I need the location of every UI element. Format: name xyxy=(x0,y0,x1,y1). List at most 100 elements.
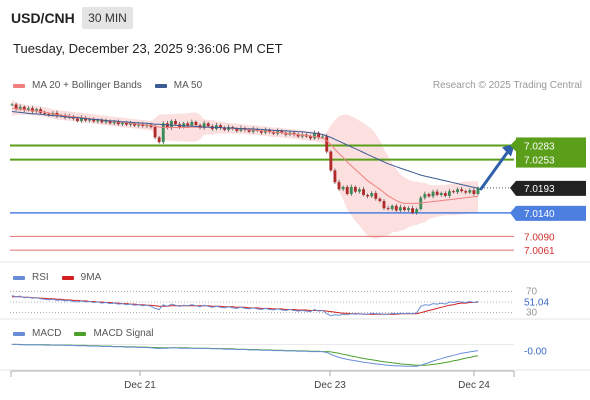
support-label-box xyxy=(516,205,586,221)
candle-body xyxy=(26,108,30,111)
x-tick-label-2: Dec 24 xyxy=(458,380,490,391)
candle-body xyxy=(427,194,431,197)
candle-body xyxy=(476,187,480,194)
interval-badge[interactable]: 30 MIN xyxy=(82,7,133,29)
candle-body xyxy=(423,194,427,198)
macd-pane: -0.00 xyxy=(10,343,547,367)
candle-body xyxy=(431,191,435,197)
candle-body xyxy=(398,207,402,211)
candle-body xyxy=(333,170,337,183)
candle-body xyxy=(468,190,472,193)
copyright-text: Research © 2025 Trading Central xyxy=(432,80,582,91)
moving-averages xyxy=(11,107,479,204)
macd-signal-line xyxy=(12,343,479,366)
candle-body xyxy=(80,117,83,121)
legend-ma50-swatch xyxy=(154,83,167,88)
legend-rsi-ma-label: 9MA xyxy=(80,272,102,283)
candle-body xyxy=(190,121,194,126)
legend-macd-signal-label: MACD Signal xyxy=(93,328,154,339)
candle-body xyxy=(378,198,382,202)
legend-macd-swatch xyxy=(13,331,25,336)
candle-body xyxy=(447,191,451,196)
legend-rsi-ma: 9MA xyxy=(61,272,102,283)
candle-body xyxy=(47,113,51,115)
candle-body xyxy=(10,104,14,106)
candle-body xyxy=(472,190,476,194)
candle-body xyxy=(325,136,329,152)
price-levels xyxy=(10,144,514,251)
legend-rsi: RSI xyxy=(13,272,49,283)
candle-body xyxy=(366,194,370,197)
candle-body xyxy=(100,119,104,123)
macd-legend: MACD MACD Signal xyxy=(13,328,166,339)
support-minor-label-0: 7.0090 xyxy=(524,232,555,243)
macd-line xyxy=(12,343,479,367)
candle-body xyxy=(329,151,333,171)
candle-body xyxy=(452,191,455,193)
candle-body xyxy=(186,123,190,126)
candle-body xyxy=(362,189,365,195)
candle-body xyxy=(206,123,210,127)
candle-body xyxy=(108,120,112,124)
candle-body xyxy=(407,208,410,211)
candle-body xyxy=(456,189,459,193)
rsi-value-label: 51.04 xyxy=(524,297,549,308)
x-axis: Dec 21 Dec 23 Dec 24 xyxy=(10,370,515,391)
legend-rsi-swatch xyxy=(13,275,25,280)
candle-body xyxy=(386,208,390,210)
forecast-arrow-shaft xyxy=(479,149,510,191)
x-tick-label-0: Dec 21 xyxy=(124,380,156,391)
candle-body xyxy=(349,186,353,194)
chart-datetime: Tuesday, December 23, 2025 9:36:06 PM CE… xyxy=(13,41,283,56)
resistance-label-0: 7.0283 xyxy=(524,141,555,152)
candle-body xyxy=(439,193,443,195)
rsi-ma-line xyxy=(12,296,479,315)
legend-ma50-label: MA 50 xyxy=(173,80,203,91)
candle-body xyxy=(313,132,316,139)
candle-body xyxy=(268,129,271,132)
rsi-line xyxy=(11,295,479,317)
candle-body xyxy=(129,123,132,125)
candle-body xyxy=(88,119,92,121)
bollinger-band xyxy=(12,99,478,240)
candle-body xyxy=(374,193,378,199)
candle-body xyxy=(133,123,137,126)
rsi-legend: RSI 9MA xyxy=(13,272,114,283)
candle-body xyxy=(239,128,243,131)
last-price-label-pointer xyxy=(510,180,516,196)
candle-body xyxy=(345,186,349,194)
candle-body xyxy=(272,131,276,134)
candle-body xyxy=(321,136,325,138)
candle-body xyxy=(174,120,177,125)
last-price-label-box xyxy=(516,180,586,196)
candle-body xyxy=(223,128,226,130)
legend-rsi-ma-swatch xyxy=(61,275,74,280)
candle-body xyxy=(165,123,169,128)
candle-body xyxy=(116,121,120,125)
rsi-value-bg xyxy=(516,294,556,308)
candle-body xyxy=(157,137,161,143)
candle-body xyxy=(96,119,100,122)
candle-body xyxy=(202,123,206,128)
rsi-guide-label-30: 30 xyxy=(526,308,538,319)
candle-body xyxy=(415,209,419,213)
candle-body xyxy=(259,130,263,133)
candle-body xyxy=(394,205,398,211)
legend-ma20-label: MA 20 + Bollinger Bands xyxy=(32,80,142,91)
price-legend: MA 20 + Bollinger Bands MA 50 xyxy=(13,80,215,91)
candle-body xyxy=(161,123,165,143)
legend-macd-label: MACD xyxy=(32,328,62,339)
candle-body xyxy=(308,136,312,139)
resistance-label-pointer xyxy=(510,139,516,152)
candle-body xyxy=(317,132,321,138)
pane-dividers xyxy=(0,261,590,371)
candle-body xyxy=(120,122,124,125)
candle-body xyxy=(194,121,198,126)
support-minor-label-1: 7.0061 xyxy=(524,246,555,257)
legend-rsi-label: RSI xyxy=(32,272,49,283)
candle-body xyxy=(169,120,173,128)
candle-body xyxy=(296,134,300,137)
resistance-label-box xyxy=(516,137,586,168)
candle-body xyxy=(219,125,222,128)
